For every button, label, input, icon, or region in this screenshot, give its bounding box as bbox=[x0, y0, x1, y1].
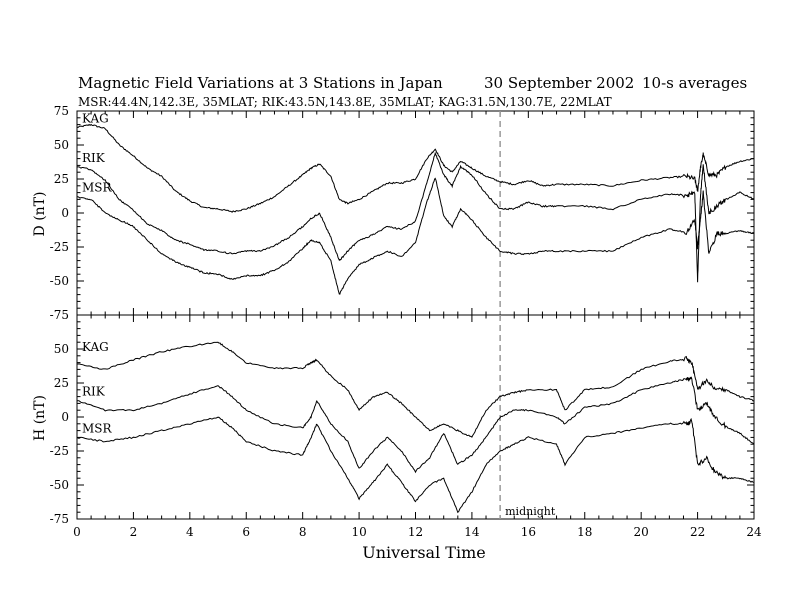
bottom-y-tick-label: -25 bbox=[50, 444, 69, 458]
top-y-tick-label: -75 bbox=[50, 308, 69, 322]
x-tick-label: 22 bbox=[690, 525, 705, 539]
top-panel-frame bbox=[76, 110, 755, 316]
top-y-axis-label: D (nT) bbox=[32, 192, 48, 237]
x-tick-label: 6 bbox=[242, 525, 250, 539]
x-tick-label: 16 bbox=[521, 525, 536, 539]
top-y-tick-label: -50 bbox=[50, 274, 69, 288]
bottom-y-tick-label: 0 bbox=[61, 410, 69, 424]
bottom-series-kag bbox=[76, 341, 755, 438]
top-y-tick-label: 25 bbox=[54, 172, 69, 186]
bottom-series-msr bbox=[76, 416, 755, 514]
x-tick-label: 12 bbox=[408, 525, 423, 539]
top-y-tick-label: 0 bbox=[61, 206, 69, 220]
station-info: MSR:44.4N,142.3E, 35MLAT; RIK:43.5N,143.… bbox=[78, 95, 612, 109]
x-tick-label: 10 bbox=[351, 525, 366, 539]
top-series-kag bbox=[76, 123, 755, 213]
x-tick-label: 8 bbox=[299, 525, 307, 539]
bottom-series-rik bbox=[76, 376, 755, 474]
bottom-series-label-kag: KAG bbox=[82, 340, 109, 354]
top-series-rik bbox=[76, 151, 755, 283]
top-series-label-kag: KAG bbox=[82, 111, 109, 125]
x-tick-label: 24 bbox=[746, 525, 762, 539]
midnight-label: midnight bbox=[505, 505, 556, 518]
top-y-tick-label: 50 bbox=[54, 138, 69, 152]
x-tick-label: 18 bbox=[577, 525, 592, 539]
chart-date: 30 September 2002 bbox=[484, 74, 634, 92]
bottom-y-axis-label: H (nT) bbox=[32, 395, 48, 441]
bottom-series-label-rik: RIK bbox=[82, 385, 106, 399]
top-y-tick-label: -25 bbox=[50, 240, 69, 254]
x-axis-label: Universal Time bbox=[362, 543, 485, 562]
top-series-label-msr: MSR bbox=[82, 181, 113, 195]
x-tick-label: 14 bbox=[464, 525, 480, 539]
top-series-label-rik: RIK bbox=[82, 151, 106, 165]
x-tick-label: 4 bbox=[186, 525, 194, 539]
bottom-y-tick-label: 50 bbox=[54, 342, 69, 356]
bottom-y-tick-label: -50 bbox=[50, 478, 69, 492]
bottom-y-tick-label: 25 bbox=[54, 376, 69, 390]
x-tick-label: 2 bbox=[130, 525, 138, 539]
averaging-label: 10-s averages bbox=[642, 74, 747, 92]
chart-title: Magnetic Field Variations at 3 Stations … bbox=[78, 74, 443, 92]
x-tick-label: 20 bbox=[634, 525, 649, 539]
top-y-tick-label: 75 bbox=[54, 104, 69, 118]
bottom-y-tick-label: -75 bbox=[50, 512, 69, 526]
top-series-msr bbox=[76, 177, 755, 295]
x-tick-label: 0 bbox=[73, 525, 81, 539]
declination-panel: 75 50 25 0 -25 -50 -75 KAG RIK MSR bbox=[50, 104, 755, 322]
bottom-series-label-msr: MSR bbox=[82, 421, 113, 435]
